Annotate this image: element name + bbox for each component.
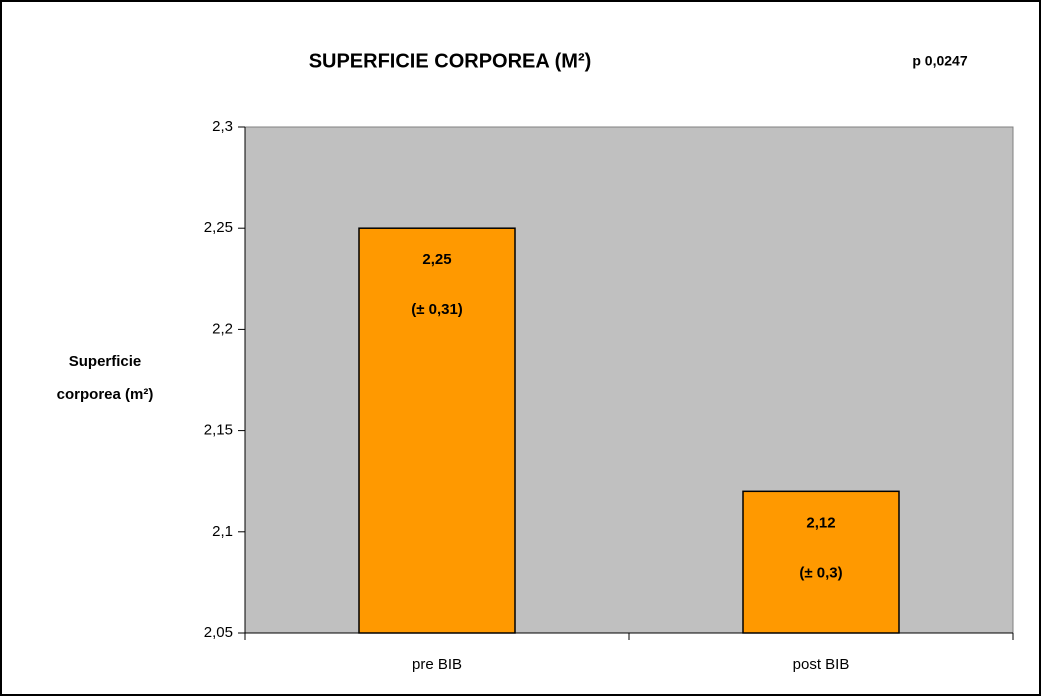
bar [358, 227, 516, 634]
y-tick-label: 2,3 [212, 118, 233, 135]
y-axis-label: Superficie [69, 353, 142, 370]
y-tick-label: 2,15 [204, 422, 233, 439]
y-tick-label: 2,1 [212, 523, 233, 540]
x-tick-label: pre BIB [412, 656, 462, 673]
y-tick-label: 2,25 [204, 219, 233, 236]
bar [742, 490, 900, 634]
error-label: (± 0,31) [411, 301, 463, 318]
x-tick-label: post BIB [793, 656, 850, 673]
error-label: (± 0,3) [799, 564, 842, 581]
chart-title: SUPERFICIE CORPOREA (M²) [309, 50, 592, 72]
data-label: 2,12 [806, 514, 835, 531]
annotation: p 0,0247 [912, 53, 967, 69]
y-tick-label: 2,2 [212, 320, 233, 337]
y-axis-label: corporea (m²) [57, 386, 154, 403]
data-label: 2,25 [422, 251, 451, 268]
y-tick-label: 2,05 [204, 624, 233, 641]
